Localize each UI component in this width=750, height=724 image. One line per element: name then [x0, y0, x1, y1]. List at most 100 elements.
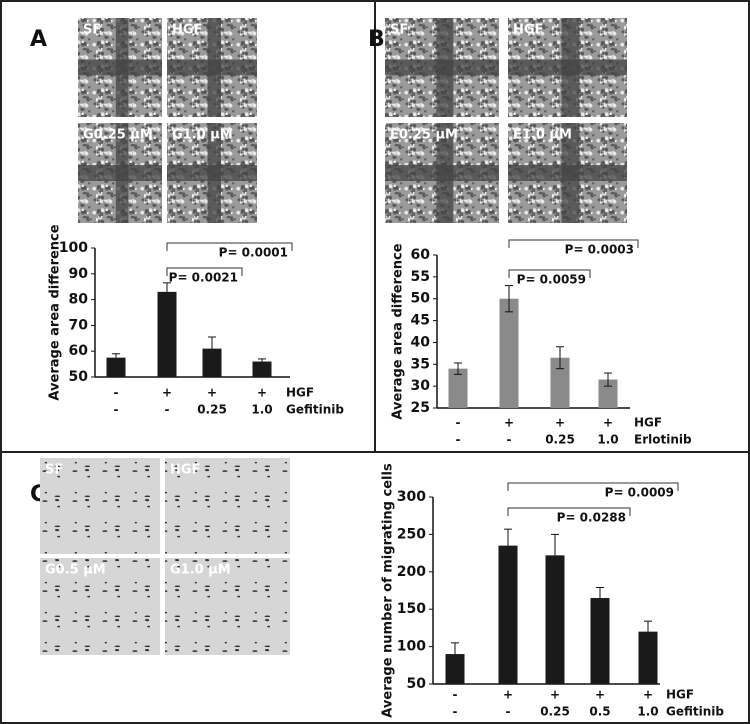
micrograph — [165, 458, 290, 554]
p-value: P= 0.0021 — [169, 271, 238, 285]
y-tick-label: 200 — [397, 564, 426, 580]
wound-gap — [385, 165, 499, 181]
x-row-name: HGF — [286, 386, 314, 400]
x-row-label: + — [603, 416, 613, 430]
x-row-label: + — [555, 416, 565, 430]
bar — [498, 545, 518, 684]
significance-bracket — [508, 239, 639, 248]
image-label: G0.5 μM — [45, 563, 106, 578]
y-tick-label: 50 — [407, 676, 427, 692]
image-label: HGF — [513, 23, 543, 38]
x-row-label: + — [643, 688, 653, 702]
bar — [545, 555, 565, 684]
x-row-name: Gefitinib — [666, 705, 724, 719]
wound-gap — [167, 165, 257, 181]
y-tick-label: 80 — [69, 292, 89, 308]
wound-gap — [78, 165, 162, 181]
y-axis-label: Average area difference — [48, 224, 63, 400]
y-tick-label: 55 — [411, 269, 430, 285]
x-row-label: 0.25 — [197, 403, 227, 417]
bar — [202, 348, 222, 377]
image-label: SF — [390, 23, 408, 38]
significance-bracket — [507, 507, 631, 516]
x-row-name: HGF — [634, 416, 662, 430]
image-label: G0.25 μM — [83, 128, 153, 143]
x-row-label: + — [207, 386, 217, 400]
y-tick-label: 40 — [411, 334, 431, 350]
p-value: P= 0.0003 — [565, 243, 634, 257]
y-axis-label: Average area difference — [391, 243, 406, 419]
x-row-label: - — [114, 403, 119, 417]
y-tick-label: 100 — [397, 639, 426, 655]
x-row-label: - — [456, 433, 461, 447]
wound-gap — [78, 59, 162, 76]
bar — [499, 298, 519, 408]
image-label: SF — [45, 463, 63, 478]
x-row-label: - — [165, 403, 170, 417]
x-row-label: 1.0 — [637, 705, 658, 719]
image-label: SF — [83, 23, 101, 38]
micrograph — [165, 558, 290, 655]
x-row-label: - — [453, 705, 458, 719]
bar — [106, 357, 126, 377]
x-row-label: - — [453, 688, 458, 702]
x-row-label: - — [506, 705, 511, 719]
y-tick-label: 35 — [411, 356, 430, 372]
y-tick-label: 30 — [411, 378, 431, 394]
bar — [638, 631, 658, 684]
x-row-label: 1.0 — [597, 433, 618, 447]
bar — [598, 379, 618, 408]
y-tick-label: 100 — [59, 240, 88, 256]
image-label: HGF — [170, 463, 200, 478]
p-value: P= 0.0009 — [605, 486, 674, 500]
x-row-label: 0.5 — [589, 705, 610, 719]
y-tick-label: 70 — [69, 317, 89, 333]
x-row-label: + — [550, 688, 560, 702]
x-row-label: - — [456, 416, 461, 430]
x-row-name: HGF — [666, 688, 694, 702]
panel-letter: A — [30, 27, 47, 52]
panel-letter: B — [368, 27, 385, 52]
significance-bracket — [507, 482, 679, 491]
y-tick-label: 60 — [411, 247, 431, 263]
image-label: E0.25 μM — [390, 128, 458, 143]
y-tick-label: 50 — [411, 291, 431, 307]
x-row-label: 0.25 — [540, 705, 570, 719]
x-row-label: + — [257, 386, 267, 400]
wound-gap — [508, 59, 627, 76]
image-label: HGF — [172, 23, 202, 38]
significance-bracket — [166, 267, 243, 276]
y-tick-label: 90 — [69, 266, 89, 282]
bar — [157, 291, 177, 377]
p-value: P= 0.0001 — [219, 246, 288, 260]
x-row-name: Gefitinib — [286, 403, 344, 417]
x-row-label: + — [504, 416, 514, 430]
x-row-label: + — [162, 386, 172, 400]
y-tick-label: 250 — [397, 526, 426, 542]
bar — [252, 361, 272, 377]
p-value: P= 0.0288 — [557, 511, 626, 525]
micrograph — [40, 458, 160, 554]
y-axis-label: Average number of migrating cells — [381, 463, 396, 718]
x-row-label: 0.25 — [545, 433, 575, 447]
y-tick-label: 25 — [411, 400, 430, 416]
y-tick-label: 300 — [397, 489, 426, 505]
bar — [550, 357, 570, 408]
bar — [448, 368, 468, 408]
wound-gap — [167, 59, 257, 76]
bar — [590, 597, 610, 684]
x-row-label: 1.0 — [251, 403, 272, 417]
x-row-label: - — [507, 433, 512, 447]
y-tick-label: 50 — [69, 369, 89, 385]
wound-gap — [508, 165, 627, 181]
y-tick-label: 150 — [397, 601, 426, 617]
image-label: G1.0 μM — [170, 563, 231, 578]
x-row-label: + — [503, 688, 513, 702]
image-label: E1.0 μM — [513, 128, 572, 143]
y-tick-label: 45 — [411, 313, 430, 329]
image-label: G1.0 μM — [172, 128, 233, 143]
significance-bracket — [508, 269, 591, 278]
x-row-label: - — [114, 386, 119, 400]
